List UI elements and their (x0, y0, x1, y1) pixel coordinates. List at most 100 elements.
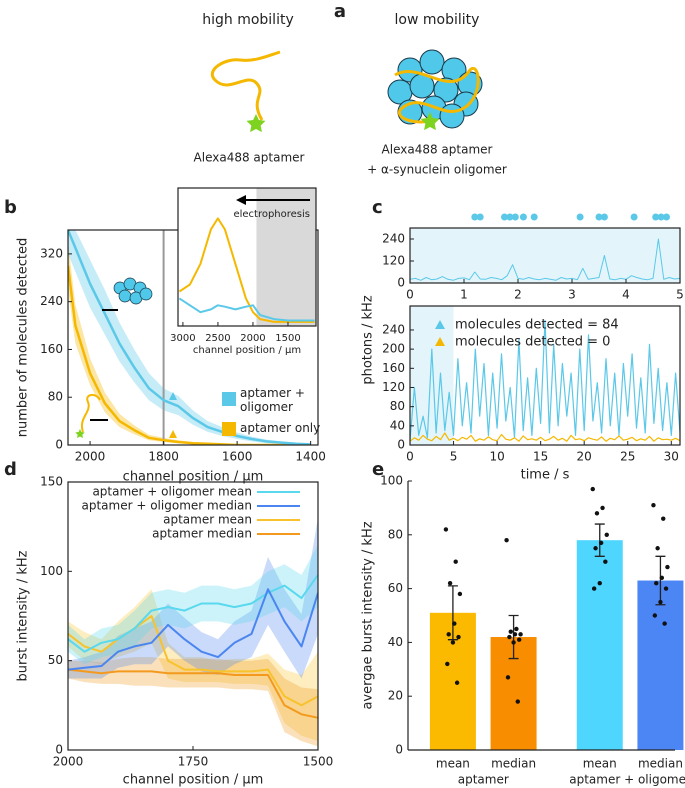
y-axis-label: number of molecules detected (16, 238, 31, 438)
diagram-title: high mobility (202, 12, 294, 28)
data-point (597, 581, 602, 586)
x-tick-label: 1500 (303, 755, 334, 769)
legend-label: aptamer + oligomer mean (92, 485, 252, 499)
legend-label: aptamer only (240, 421, 321, 435)
plot-layer (410, 238, 680, 281)
marker (169, 430, 177, 438)
y-axis-label: burst intensity / kHz (16, 550, 31, 681)
data-point (507, 634, 512, 640)
shaded-region (256, 188, 316, 326)
x-tick-label: 1500 (275, 333, 300, 344)
data-point (457, 591, 463, 597)
y-tick-label: 50 (48, 653, 63, 667)
y-tick-label: 0 (55, 438, 63, 452)
data-point (453, 559, 458, 564)
x-tick-label: mean (583, 757, 617, 771)
diagram-title: low mobility (395, 12, 480, 28)
data-point (456, 634, 461, 640)
panel-label: a (334, 1, 346, 22)
data-point (518, 632, 523, 637)
y-tick-label: 0 (55, 743, 63, 757)
plot-frame (409, 305, 681, 446)
error-band (68, 517, 318, 679)
diagram-caption: Alexa488 aptamer (382, 143, 493, 157)
event-dot (471, 213, 479, 221)
data-point (659, 575, 665, 581)
data-point (511, 640, 516, 645)
panel-label: d (4, 459, 17, 480)
data-point (665, 564, 670, 570)
data-point (447, 581, 453, 586)
plot-frame (67, 481, 319, 751)
y-tick-label: 0 (397, 438, 405, 452)
legend-label: molecules detected = 84 (455, 318, 619, 333)
y-tick-label: 80 (48, 390, 63, 404)
event-dot (530, 213, 538, 221)
legend-label: aptamer mean (163, 513, 252, 527)
data-point (445, 661, 450, 667)
plot-layer (178, 217, 315, 323)
event-dot (519, 213, 527, 221)
y-tick-label: 80 (390, 399, 405, 413)
x-tick-label: 2000 (240, 333, 265, 344)
y-tick-label: 40 (388, 635, 403, 649)
error-bar (447, 585, 458, 641)
x-tick-label: 1750 (178, 755, 209, 769)
x-tick-label: 25 (620, 450, 635, 464)
event-dot (511, 213, 519, 221)
event-dot (652, 213, 660, 221)
group-label: aptamer (458, 773, 509, 787)
data-line (68, 574, 318, 653)
x-tick-label: 10 (489, 450, 504, 464)
error-bar (508, 614, 519, 660)
data-line (178, 217, 315, 323)
y-tick-label: 0 (397, 276, 405, 290)
x-tick-label: 0 (406, 450, 414, 464)
data-point (443, 527, 449, 532)
x-tick-label: 0 (406, 288, 414, 302)
data-point (591, 586, 597, 591)
group-label: aptamer + oligomer (569, 773, 685, 787)
panel-label: b (4, 197, 17, 218)
data-point (661, 516, 666, 521)
event-dot (576, 213, 584, 221)
data-point (452, 621, 457, 626)
data-point (603, 559, 608, 564)
icon-bead (139, 287, 153, 301)
zoom-region (410, 306, 454, 445)
legend-marker (435, 320, 445, 329)
y-axis-label: avergae burst intensity / kHz (361, 521, 376, 709)
data-line (410, 432, 680, 442)
data-point (654, 581, 659, 586)
icon-strand (80, 394, 101, 433)
y-tick-label: 40 (390, 418, 405, 432)
bar (637, 580, 684, 750)
event-dot (600, 213, 608, 221)
data-point (658, 599, 663, 605)
data-point (663, 586, 669, 591)
y-tick-label: 160 (382, 361, 405, 375)
y-tick-label: 60 (388, 581, 403, 595)
x-tick-label: 3000 (170, 333, 195, 344)
y-tick-label: 150 (40, 475, 63, 489)
x-tick-label: median (491, 757, 536, 771)
x-tick-label: 3 (568, 288, 576, 302)
data-point (508, 629, 513, 634)
x-axis-label: channel position / µm (123, 773, 264, 788)
data-point (515, 699, 520, 704)
data-point (514, 626, 519, 632)
data-point (504, 537, 509, 543)
data-line (68, 230, 311, 445)
panel-label: e (372, 459, 384, 480)
event-dot (663, 213, 670, 221)
icon-star (75, 429, 85, 439)
legend-label: aptamer median (152, 527, 252, 541)
data-point (662, 621, 667, 626)
marker (169, 392, 177, 400)
x-tick-label: 1600 (222, 450, 253, 464)
data-line (410, 238, 680, 281)
event-dot (476, 213, 484, 221)
y-tick-label: 0 (395, 743, 403, 757)
